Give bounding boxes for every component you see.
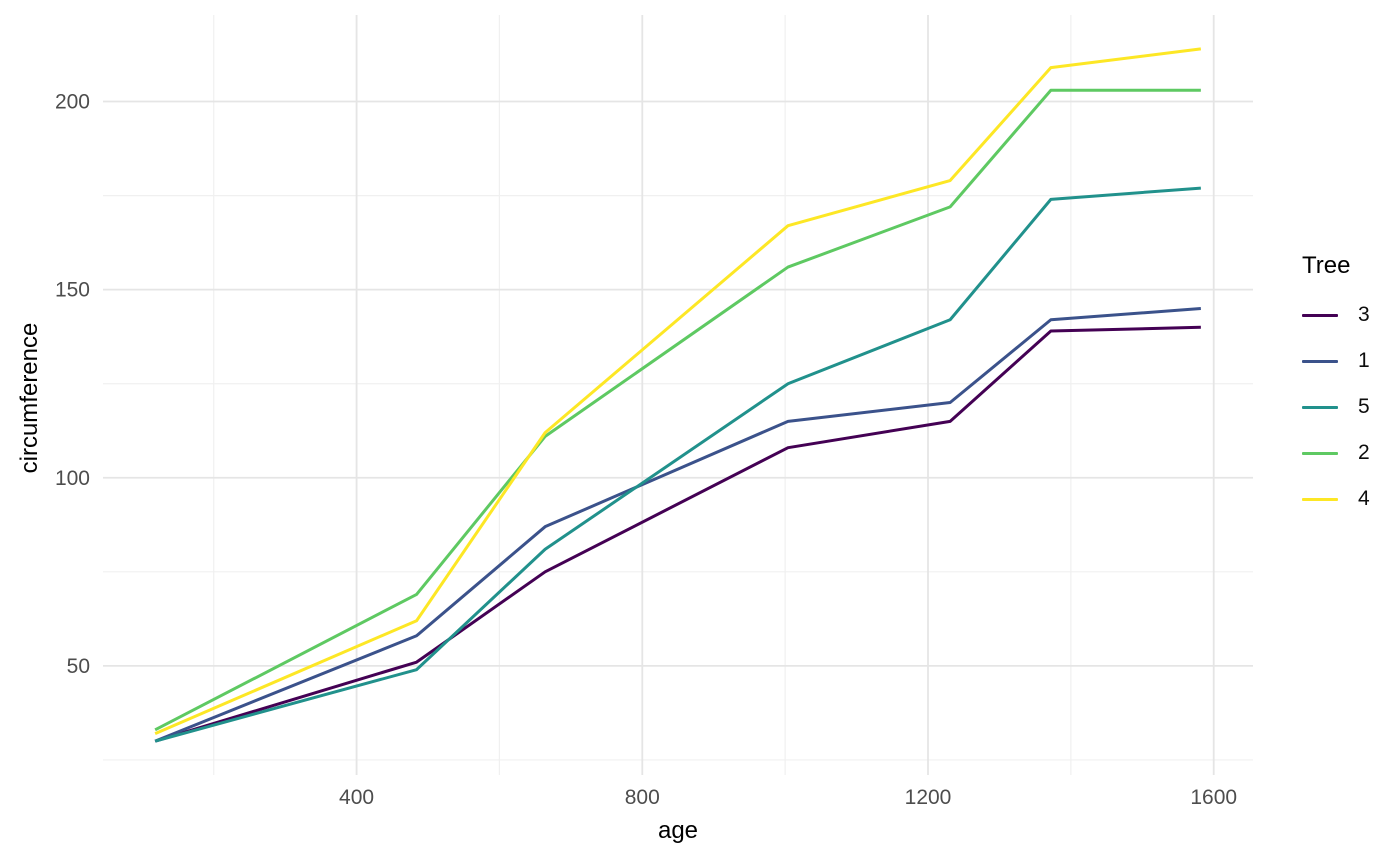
- legend-title: Tree: [1302, 252, 1351, 279]
- y-tick-label: 150: [55, 279, 90, 302]
- legend-label: 5: [1358, 395, 1370, 418]
- series-line-3: [154, 325, 1201, 743]
- legend-label: 3: [1358, 303, 1370, 326]
- legend-key-line: [1302, 359, 1338, 363]
- legend-key-line: [1302, 405, 1338, 409]
- x-tick-label: 1200: [905, 786, 952, 809]
- legend-label: 1: [1358, 349, 1370, 372]
- series-line-5: [154, 186, 1201, 743]
- series-line-2: [154, 88, 1201, 732]
- legend-key-line: [1302, 497, 1338, 501]
- legend-item-1: 1: [1302, 338, 1370, 384]
- x-tick-label: 800: [625, 786, 660, 809]
- x-tick-label: 1600: [1190, 786, 1237, 809]
- legend-item-4: 4: [1302, 476, 1370, 522]
- legend-item-2: 2: [1302, 430, 1370, 476]
- x-tick-label: 400: [339, 786, 374, 809]
- y-axis-title: circumference: [16, 322, 43, 474]
- legend-item-5: 5: [1302, 384, 1370, 430]
- series-line-1: [154, 306, 1201, 743]
- x-axis-title: age: [657, 817, 699, 844]
- legend-label: 2: [1358, 441, 1370, 464]
- y-tick-label: 200: [55, 91, 90, 114]
- legend: Tree 3 1 5 2 4: [1302, 252, 1370, 522]
- legend-item-3: 3: [1302, 292, 1370, 338]
- legend-label: 4: [1358, 487, 1370, 510]
- legend-key-line: [1302, 451, 1338, 455]
- series-line-4: [154, 47, 1202, 735]
- y-tick-label: 100: [55, 467, 90, 490]
- legend-key-line: [1302, 313, 1338, 317]
- legend-items: 3 1 5 2 4: [1302, 292, 1370, 522]
- y-tick-label: 50: [67, 655, 90, 678]
